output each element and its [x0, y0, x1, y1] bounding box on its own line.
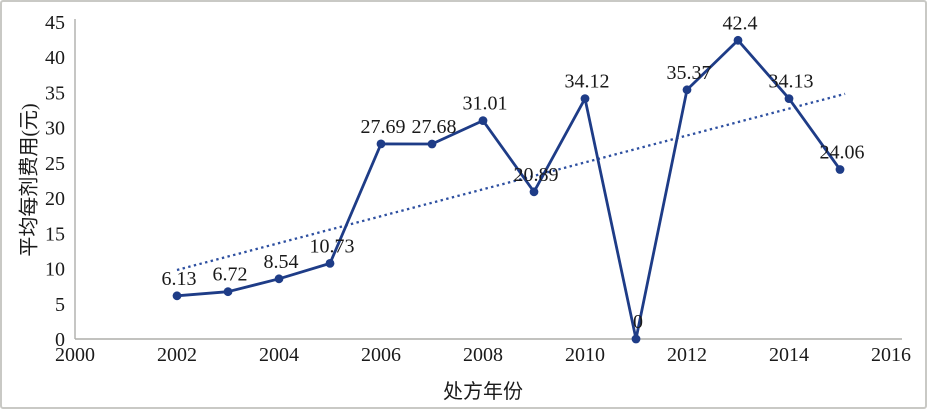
data-point-label: 20.89	[514, 164, 559, 186]
data-point-marker	[682, 85, 692, 95]
data-point-marker	[427, 139, 437, 149]
y-tick-label: 0	[55, 329, 65, 351]
x-tick-label: 2010	[565, 344, 605, 366]
data-point-marker	[274, 274, 284, 284]
data-point-marker	[172, 291, 182, 301]
x-tick-label: 2004	[259, 344, 299, 366]
data-point-label: 24.06	[820, 142, 865, 164]
data-point-label: 35.37	[667, 62, 712, 84]
x-tick-label: 2008	[463, 344, 503, 366]
data-point-marker	[580, 94, 590, 103]
data-point-marker	[784, 94, 794, 103]
data-point-label: 8.54	[264, 251, 299, 273]
data-point-label: 0	[633, 311, 643, 333]
data-point-label: 10.73	[310, 235, 355, 257]
data-point-label: 6.72	[213, 264, 248, 286]
data-point-label: 27.69	[361, 116, 406, 138]
data-point-label: 34.13	[769, 71, 814, 93]
data-point-label: 6.13	[162, 268, 197, 290]
x-tick-label: 2006	[361, 344, 401, 366]
y-tick-label: 5	[55, 294, 65, 316]
y-tick-label: 20	[45, 188, 65, 210]
y-tick-label: 10	[45, 259, 65, 281]
x-tick-label: 2002	[157, 344, 197, 366]
data-point-label: 34.12	[565, 71, 610, 93]
y-tick-label: 15	[45, 223, 65, 245]
x-tick-label: 2012	[667, 344, 707, 366]
data-point-marker	[376, 139, 386, 149]
data-point-label: 27.68	[412, 116, 457, 138]
x-tick-label: 2000	[55, 344, 95, 366]
y-tick-label: 25	[45, 153, 65, 175]
data-point-marker	[733, 35, 743, 45]
data-point-marker	[325, 259, 335, 268]
y-tick-label: 40	[45, 47, 65, 69]
x-tick-label: 2014	[769, 344, 809, 366]
y-tick-label: 30	[45, 118, 65, 140]
y-axis-title: 平均每剂费用(元)	[18, 103, 41, 257]
y-tick-label: 45	[45, 12, 65, 34]
data-point-label: 31.01	[463, 93, 508, 115]
data-point-marker	[478, 116, 488, 125]
y-tick-label: 35	[45, 82, 65, 104]
data-point-label: 42.4	[723, 12, 758, 34]
data-point-marker	[529, 187, 539, 197]
trendline	[176, 92, 846, 272]
data-point-marker	[223, 287, 233, 297]
x-tick-label: 2016	[871, 344, 911, 366]
data-line	[176, 38, 842, 341]
x-axis-title: 处方年份	[443, 381, 523, 403]
data-point-marker	[631, 334, 641, 344]
data-point-marker	[835, 165, 845, 174]
